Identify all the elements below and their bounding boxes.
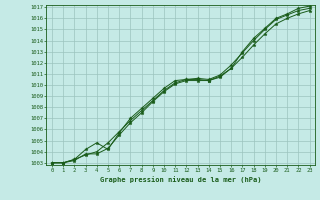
X-axis label: Graphe pression niveau de la mer (hPa): Graphe pression niveau de la mer (hPa) [100,176,261,183]
